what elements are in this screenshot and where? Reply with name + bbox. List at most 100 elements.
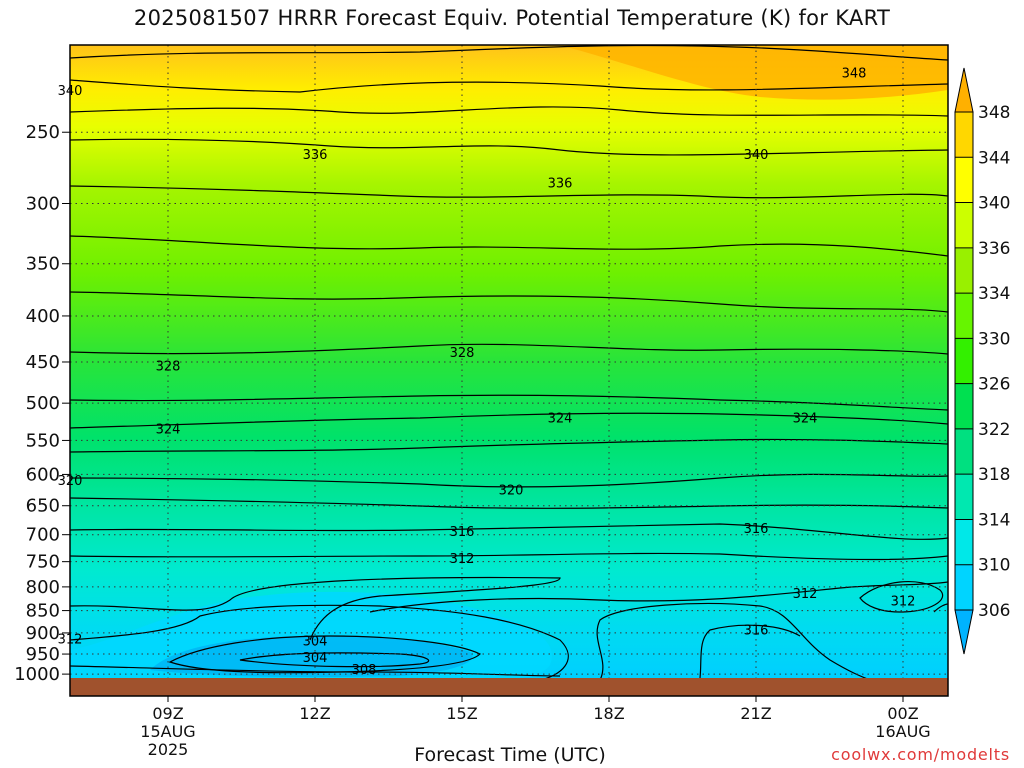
colorbar: 306 310 314 318 322 326 330 334 336 340 344 348 (954, 67, 1010, 655)
colorbar-tick-label: 336 (978, 239, 1010, 259)
contour-label-text: 304 (303, 635, 328, 650)
colorbar-segment (955, 564, 973, 610)
contour-label: 320 (499, 483, 524, 498)
y-tick-label: 800 (26, 577, 60, 598)
y-tick-label: 600 (26, 464, 60, 485)
contour-label: 340 (744, 148, 769, 163)
contour-label: 304 (303, 635, 328, 650)
y-tick-label: 1000 (14, 664, 60, 685)
colorbar-segment (955, 474, 973, 520)
contour-label-text: 328 (450, 346, 475, 361)
contour-label-text: 316 (744, 624, 769, 639)
colorbar-segment (955, 519, 973, 565)
contour-label-text: 328 (156, 359, 181, 374)
contour-line (70, 394, 948, 411)
y-tick-label: 950 (26, 644, 60, 665)
contour-label: 316 (450, 525, 475, 540)
contour-line (70, 523, 948, 540)
colorbar-tick-label: 340 (978, 194, 1010, 214)
chart-title: 2025081507 HRRR Forecast Equiv. Potentia… (133, 6, 891, 30)
contour-line (70, 343, 948, 355)
colorbar-overflow-arrow (954, 67, 974, 113)
contour-line (70, 235, 948, 257)
colorbar-segment (955, 293, 973, 339)
contour-label: 336 (303, 148, 328, 163)
contour-line (239, 652, 430, 668)
x-tick-label: 18Z (593, 704, 624, 723)
contour-label: 316 (744, 522, 769, 537)
colorbar-tick-label: 318 (978, 465, 1010, 485)
contour-label-text: 308 (352, 663, 377, 678)
contour-label-text: 348 (842, 66, 867, 81)
contour-label: 324 (793, 411, 818, 426)
colorbar-tick-label: 310 (978, 556, 1010, 576)
x-tick-label: 12Z (299, 704, 330, 723)
contour-label: 304 (303, 651, 328, 666)
x-tick-sublabel: 16AUG (875, 722, 930, 741)
contour-line (70, 185, 948, 199)
contour-label: 308 (352, 663, 377, 678)
y-tick-label: 850 (26, 601, 60, 622)
contour-label-text: 312 (450, 552, 475, 567)
y-tick-label: 250 (26, 122, 60, 143)
contour-label-text: 312 (793, 587, 818, 602)
contour-label-text: 320 (499, 483, 524, 498)
contour-label: 336 (548, 176, 573, 191)
contour-line (70, 604, 569, 678)
contour-line (70, 576, 561, 641)
colorbar-segment (955, 338, 973, 384)
colorbar-segment (955, 202, 973, 248)
colorbar-tick-label: 326 (978, 375, 1010, 395)
contour-label: 348 (842, 66, 867, 81)
colorbar-segment (955, 157, 973, 203)
contour-label-text: 304 (303, 651, 328, 666)
x-tick-label: 00Z (887, 704, 918, 723)
contour-label-text: 340 (744, 148, 769, 163)
y-tick-label: 500 (26, 393, 60, 414)
contour-label: 316 (744, 624, 769, 639)
contour-line (70, 291, 948, 313)
y-tick-label: 350 (26, 254, 60, 275)
y-tick-label: 550 (26, 430, 60, 451)
contour-line (70, 552, 948, 561)
contour-line (70, 106, 948, 117)
contour-label-text: 324 (156, 423, 181, 438)
y-tick-label: 300 (26, 193, 60, 214)
x-tick-label: 15Z (446, 704, 477, 723)
warm-core-region (560, 45, 948, 100)
contour-line (168, 635, 482, 674)
contour-label-text: 336 (303, 148, 328, 163)
ground-strip (70, 678, 948, 696)
colorbar-tick-label: 334 (978, 284, 1010, 304)
colorbar-segment (955, 383, 973, 429)
contour-line (596, 602, 867, 678)
coldest-core-region (150, 635, 473, 678)
colorbar-segment (955, 247, 973, 294)
contour-label: 324 (548, 411, 573, 426)
colorbar-segment (955, 112, 973, 158)
contour-label: 324 (156, 423, 181, 438)
contour-label-text: 324 (548, 411, 573, 426)
contour-line (70, 138, 948, 156)
contour-line (859, 580, 944, 613)
contour-label-text: 312 (891, 594, 916, 609)
contour-label: 312 (450, 552, 475, 567)
y-axis: 2503003504004505005506006507007508008509… (14, 122, 70, 685)
grid-lines (70, 45, 948, 678)
x-tick-sublabel: 2025 (148, 740, 189, 759)
colorbar-underflow-arrow (954, 609, 974, 655)
contour-label: 328 (450, 346, 475, 361)
y-tick-label: 650 (26, 496, 60, 517)
colorbar-tick-label: 344 (978, 148, 1010, 168)
y-tick-label: 400 (26, 306, 60, 327)
colorbar-segment (955, 428, 973, 475)
contour-label-text: 316 (744, 522, 769, 537)
colorbar-tick-label: 306 (978, 601, 1010, 621)
y-tick-label: 900 (26, 623, 60, 644)
x-tick-label: 21Z (740, 704, 771, 723)
colorbar-tick-label: 330 (978, 329, 1010, 349)
x-tick-sublabel: 15AUG (140, 722, 195, 741)
